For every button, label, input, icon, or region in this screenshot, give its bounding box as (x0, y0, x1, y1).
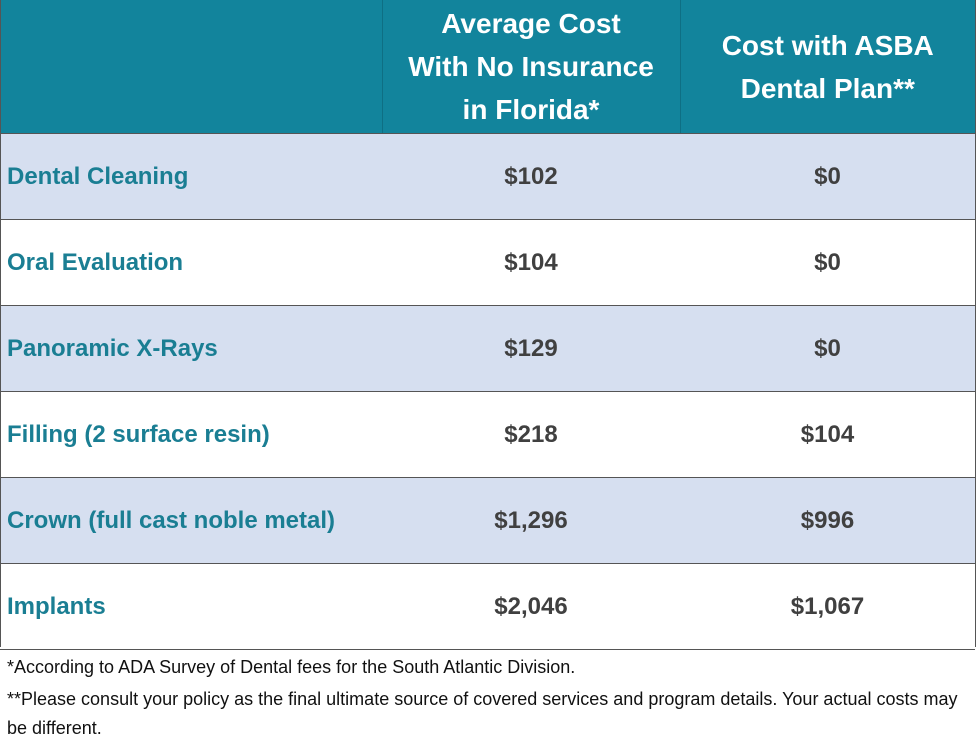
table-row: Dental Cleaning $102 $0 (0, 133, 975, 220)
service-name: Crown (full cast noble metal) (0, 477, 382, 564)
asba-plan-cost: $996 (680, 477, 975, 564)
footnotes: *According to ADA Survey of Dental fees … (7, 653, 967, 743)
no-insurance-cost: $2,046 (382, 563, 680, 650)
table-row: Oral Evaluation $104 $0 (0, 219, 975, 306)
asba-plan-cost: $0 (680, 219, 975, 306)
header-no-insurance-line-2: With No Insurance (408, 51, 654, 82)
header-no-insurance-line-1: Average Cost (441, 8, 621, 39)
cost-comparison-table: Average Cost With No Insurance in Florid… (0, 0, 975, 650)
service-name: Dental Cleaning (0, 133, 382, 220)
no-insurance-cost: $104 (382, 219, 680, 306)
table-row: Panoramic X-Rays $129 $0 (0, 305, 975, 392)
table-row: Filling (2 surface resin) $218 $104 (0, 391, 975, 478)
no-insurance-cost: $218 (382, 391, 680, 478)
header-no-insurance-line-3: in Florida* (462, 94, 600, 125)
header-empty-cell (0, 0, 383, 134)
asba-plan-cost: $1,067 (680, 563, 975, 650)
service-name: Panoramic X-Rays (0, 305, 382, 392)
asba-plan-cost: $0 (680, 305, 975, 392)
table-body: Dental Cleaning $102 $0 Oral Evaluation … (0, 133, 975, 650)
asba-plan-cost: $104 (680, 391, 975, 478)
service-name: Implants (0, 563, 382, 650)
header-asba-plan: Cost with ASBA Dental Plan** (680, 0, 975, 134)
header-asba-plan-line-2: Dental Plan** (740, 72, 915, 104)
footnote-ada-survey: *According to ADA Survey of Dental fees … (7, 657, 576, 677)
table-header: Average Cost With No Insurance in Florid… (0, 0, 975, 134)
asba-plan-cost: $0 (680, 133, 975, 220)
service-name: Oral Evaluation (0, 219, 382, 306)
service-name: Filling (2 surface resin) (0, 391, 382, 478)
header-asba-plan-line-1: Cost with ASBA (721, 29, 934, 61)
no-insurance-cost: $1,296 (382, 477, 680, 564)
no-insurance-cost: $129 (382, 305, 680, 392)
header-no-insurance: Average Cost With No Insurance in Florid… (382, 0, 681, 134)
no-insurance-cost: $102 (382, 133, 680, 220)
header-row: Average Cost With No Insurance in Florid… (0, 0, 975, 134)
footnote-policy-disclaimer: **Please consult your policy as the fina… (7, 689, 958, 738)
table-row: Implants $2,046 $1,067 (0, 563, 975, 650)
table-row: Crown (full cast noble metal) $1,296 $99… (0, 477, 975, 564)
